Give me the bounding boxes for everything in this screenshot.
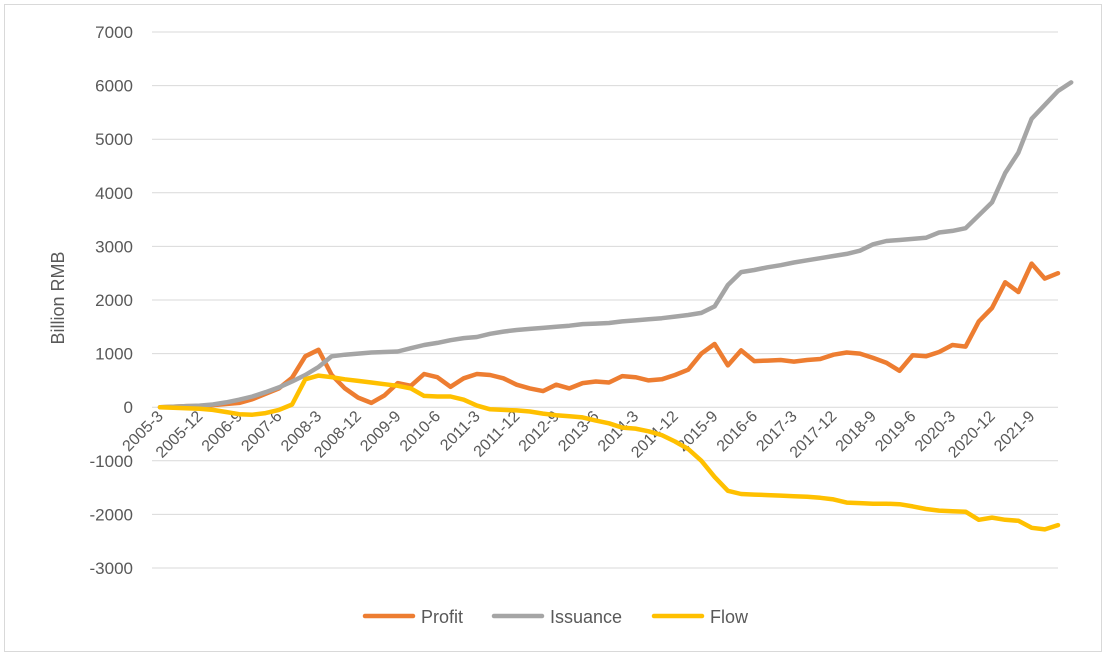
y-tick-label: -2000	[90, 505, 133, 524]
y-tick-label: 6000	[95, 77, 133, 96]
y-tick-label: 0	[124, 398, 133, 417]
legend: Profit Issuance Flow	[362, 607, 749, 627]
x-tick-label: 2009-9	[357, 408, 404, 455]
x-tick-label: 2019-6	[872, 408, 919, 455]
x-tick-label: 2010-6	[397, 408, 444, 455]
y-tick-label: 7000	[95, 23, 133, 42]
x-tick-label: 2015-9	[674, 408, 721, 455]
legend-label-profit: Profit	[421, 607, 463, 627]
y-tick-label: 5000	[95, 130, 133, 149]
gridlines	[152, 31, 1058, 569]
series-line-flow	[157, 373, 1061, 532]
legend-label-flow: Flow	[710, 607, 749, 627]
x-tick-label: 2016-6	[714, 408, 761, 455]
x-tick-label: 2018-9	[833, 408, 880, 455]
y-axis-title: Billion RMB	[48, 251, 68, 344]
y-tick-label: -1000	[90, 452, 133, 471]
series-lines	[157, 80, 1074, 532]
x-tick-label: 2021-9	[991, 408, 1038, 455]
y-tick-label: 3000	[95, 237, 133, 256]
series-line-profit	[157, 261, 1061, 410]
y-tick-label: 4000	[95, 184, 133, 203]
y-tick-label: 2000	[95, 291, 133, 310]
y-axis-ticks: -3000 -2000 -1000 0 1000 2000 3000 4000 5000 6000…	[90, 23, 133, 578]
y-tick-label: 1000	[95, 345, 133, 364]
series-line-issuance	[157, 80, 1074, 410]
legend-label-issuance: Issuance	[550, 607, 622, 627]
y-tick-label: -3000	[90, 559, 133, 578]
